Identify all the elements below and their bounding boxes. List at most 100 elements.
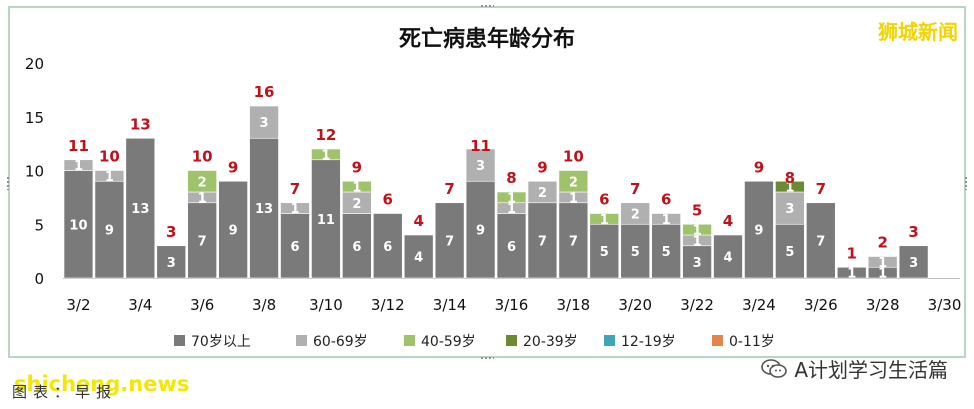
segment-value-label: 1 xyxy=(693,224,702,239)
bar-segment xyxy=(651,213,681,225)
y-tick-label: 20 xyxy=(25,55,44,73)
total-value-label: 10 xyxy=(99,148,120,166)
segment-value-label: 3 xyxy=(260,116,269,131)
total-value-label: 12 xyxy=(315,126,336,144)
x-tick-label: 3/16 xyxy=(495,296,529,314)
segment-value-label: 1 xyxy=(74,159,83,174)
bar-segment xyxy=(713,234,743,279)
x-tick-label: 3/4 xyxy=(128,296,152,314)
bar-segment xyxy=(806,202,836,279)
y-tick-label: 15 xyxy=(25,109,44,127)
bar-segment xyxy=(620,202,650,225)
bar-segment xyxy=(249,105,279,139)
frame-handle-bottom[interactable] xyxy=(480,356,494,360)
segment-value-label: 1 xyxy=(847,267,856,282)
legend-swatch xyxy=(404,335,415,346)
bar-segment xyxy=(775,223,805,279)
total-value-label: 7 xyxy=(630,180,640,198)
total-value-label: 16 xyxy=(254,83,275,101)
bar-segment xyxy=(342,213,372,279)
segment-value-label: 3 xyxy=(693,256,702,271)
x-tick-label: 3/12 xyxy=(371,296,405,314)
x-tick-label: 3/28 xyxy=(866,296,900,314)
segment-value-label: 1 xyxy=(290,202,299,217)
segment-value-label: 7 xyxy=(569,234,578,249)
x-tick-label: 3/18 xyxy=(557,296,591,314)
segment-value-label: 1 xyxy=(507,202,516,217)
bar-segment xyxy=(558,202,589,279)
bar-segment xyxy=(589,213,620,225)
legend-label: 12-19岁 xyxy=(621,334,676,350)
total-value-label: 8 xyxy=(506,169,516,187)
bar-segment xyxy=(836,266,867,279)
x-tick-label: 3/22 xyxy=(680,296,714,314)
y-tick-label: 10 xyxy=(25,163,44,181)
total-value-label: 1 xyxy=(847,244,857,262)
segment-value-label: 1 xyxy=(198,191,207,206)
x-tick-label: 3/24 xyxy=(742,296,776,314)
x-tick-label: 3/8 xyxy=(252,296,276,314)
segment-value-label: 2 xyxy=(631,208,640,223)
frame-handle-top[interactable] xyxy=(480,4,494,8)
bar-segment xyxy=(125,137,156,279)
segment-value-label: 1 xyxy=(352,181,361,196)
site-watermark: shicheng.news xyxy=(14,372,190,396)
bar-segment xyxy=(280,213,310,279)
bar-segment xyxy=(465,180,496,279)
bar-segment xyxy=(63,170,94,279)
y-tick-label: 5 xyxy=(34,216,44,234)
legend-label: 60-69岁 xyxy=(313,334,368,350)
x-tick-label: 3/6 xyxy=(190,296,214,314)
bar-segment xyxy=(558,170,589,193)
segment-value-label: 1 xyxy=(662,213,671,228)
frame-handle-left[interactable] xyxy=(6,176,10,190)
total-value-label: 6 xyxy=(599,191,609,209)
bar-segment xyxy=(867,256,898,268)
total-value-label: 13 xyxy=(130,115,151,133)
x-tick-label: 3/2 xyxy=(66,296,90,314)
segment-value-label: 5 xyxy=(662,245,671,260)
segment-value-label: 1 xyxy=(569,191,578,206)
legend-swatch xyxy=(604,335,615,346)
bar-segment xyxy=(465,148,496,182)
segment-value-label: 1 xyxy=(878,256,887,271)
segment-value-label: 6 xyxy=(352,240,361,255)
segment-value-label: 7 xyxy=(445,234,454,249)
segment-value-label: 3 xyxy=(909,256,918,271)
bar-segment xyxy=(63,159,94,171)
bar-segment xyxy=(898,245,929,279)
legend-swatch xyxy=(174,335,185,346)
frame-handle-right[interactable] xyxy=(964,176,968,190)
segment-value-label: 9 xyxy=(476,224,485,239)
segment-value-label: 7 xyxy=(538,234,547,249)
legend-swatch xyxy=(296,335,307,346)
bar-segment xyxy=(156,245,187,279)
total-value-label: 9 xyxy=(537,158,547,176)
x-tick-label: 3/26 xyxy=(804,296,838,314)
bar-segment xyxy=(311,159,341,279)
segment-value-label: 7 xyxy=(816,234,825,249)
account-watermark: A计划学习生活篇 xyxy=(760,354,948,383)
legend-label: 20-39岁 xyxy=(523,334,578,350)
bar-segment xyxy=(187,170,217,193)
total-value-label: 9 xyxy=(754,158,764,176)
total-value-label: 10 xyxy=(192,148,213,166)
total-value-label: 4 xyxy=(413,212,423,230)
segment-value-label: 13 xyxy=(255,202,273,217)
bar-segment xyxy=(311,148,341,161)
segment-value-label: 4 xyxy=(723,251,732,266)
segment-value-label: 9 xyxy=(754,224,763,239)
total-value-label: 9 xyxy=(228,158,238,176)
bar-segment xyxy=(682,245,712,279)
segment-value-label: 1 xyxy=(785,181,794,196)
bar-segment xyxy=(187,202,217,279)
segment-value-label: 6 xyxy=(290,240,299,255)
segment-value-label: 1 xyxy=(878,267,887,282)
segment-value-label: 3 xyxy=(476,159,485,174)
bar-segment xyxy=(249,137,279,279)
bar-segment xyxy=(218,180,248,279)
total-value-label: 6 xyxy=(661,191,671,209)
x-tick-label: 3/10 xyxy=(309,296,343,314)
segment-value-label: 5 xyxy=(631,245,640,260)
